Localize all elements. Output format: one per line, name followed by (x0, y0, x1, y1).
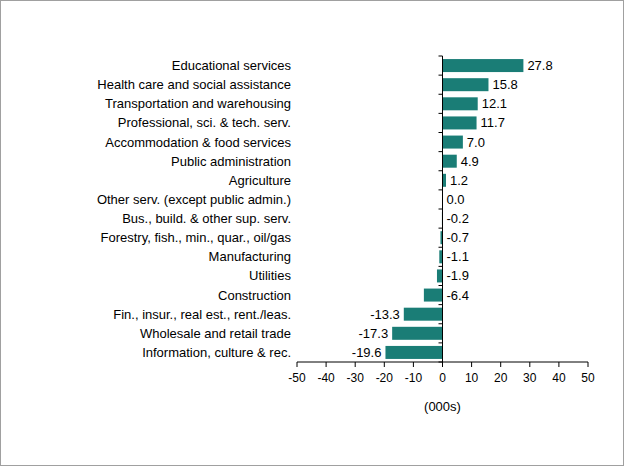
category-label: Accommodation & food services (105, 135, 291, 150)
bar (404, 308, 443, 321)
category-label: Forestry, fish., min., quar., oil/gas (101, 230, 292, 245)
x-tick (558, 362, 559, 367)
x-tick (355, 362, 356, 367)
x-tick (500, 362, 501, 367)
x-tick-label: -40 (317, 371, 335, 385)
bar (437, 269, 443, 282)
x-tick-label: -20 (376, 371, 394, 385)
bar (392, 327, 442, 340)
data-label: -1.1 (447, 249, 469, 264)
category-tick (439, 189, 443, 190)
data-label: -0.7 (447, 230, 469, 245)
category-tick (439, 113, 443, 114)
bar (443, 155, 457, 168)
category-tick (439, 247, 443, 248)
data-label: -13.3 (370, 307, 400, 322)
category-label: Other serv. (except public admin.) (97, 192, 291, 207)
bar (424, 289, 443, 302)
data-label: -19.6 (352, 345, 382, 360)
x-tick (442, 362, 443, 367)
x-tick-label: -50 (288, 371, 306, 385)
category-label: Bus., build. & other sup. serv. (122, 211, 291, 226)
data-label: 4.9 (461, 154, 479, 169)
category-tick (439, 342, 443, 343)
data-label: -17.3 (359, 326, 389, 341)
category-label: Utilities (249, 268, 291, 283)
category-tick (439, 151, 443, 152)
x-tick-label: 10 (465, 371, 479, 385)
x-tick-label: 50 (581, 371, 595, 385)
x-tick-label: -10 (405, 371, 423, 385)
category-label: Manufacturing (209, 249, 291, 264)
bars (385, 59, 523, 359)
category-label: Health care and social assistance (97, 77, 291, 92)
category-label: Construction (218, 288, 291, 303)
bar (443, 136, 463, 149)
category-tick (439, 228, 443, 229)
x-tick (413, 362, 414, 367)
x-tick-label: 40 (552, 371, 566, 385)
bar (385, 346, 442, 359)
bar (443, 78, 489, 91)
category-label: Transportation and warehousing (105, 96, 291, 111)
x-tick (326, 362, 327, 367)
category-label: Public administration (171, 154, 291, 169)
category-label: Wholesale and retail trade (140, 326, 291, 341)
category-label: Educational services (172, 58, 292, 73)
category-label: Information, culture & rec. (142, 345, 291, 360)
data-label: -6.4 (447, 288, 469, 303)
x-tick-label: 30 (523, 371, 537, 385)
data-label: 12.1 (482, 96, 507, 111)
data-label: 27.8 (527, 58, 552, 73)
category-tick (439, 94, 443, 95)
data-label: 11.7 (481, 115, 505, 130)
category-tick (439, 132, 443, 133)
frame (1, 1, 624, 466)
data-label: 15.8 (492, 77, 517, 92)
x-tick (384, 362, 385, 367)
x-tick (529, 362, 530, 367)
bar (443, 116, 477, 129)
x-tick (588, 362, 589, 367)
bar (443, 97, 478, 110)
x-tick (471, 362, 472, 367)
category-tick (439, 266, 443, 267)
category-tick (439, 56, 443, 57)
chart: Educational services Health care and soci… (0, 0, 624, 466)
x-tick-label: 0 (439, 371, 446, 385)
x-tick-label: 20 (494, 371, 508, 385)
data-label: 0.0 (447, 192, 465, 207)
category-tick (439, 209, 443, 210)
data-label: 7.0 (467, 135, 485, 150)
category-tick (439, 75, 443, 76)
category-label: Professional, sci. & tech. serv. (118, 115, 291, 130)
category-tick (439, 285, 443, 286)
bar (443, 59, 524, 72)
category-tick (439, 170, 443, 171)
category-tick (439, 323, 443, 324)
data-label: -1.9 (447, 268, 469, 283)
bar (443, 174, 446, 187)
category-label: Agriculture (229, 173, 291, 188)
category-tick (439, 304, 443, 305)
x-axis-label: (000s) (424, 399, 461, 414)
data-label: -0.2 (447, 211, 469, 226)
data-label: 1.2 (450, 173, 468, 188)
x-tick (297, 362, 298, 367)
category-label: Fin., insur., real est., rent./leas. (113, 307, 291, 322)
x-tick-label: -30 (347, 371, 365, 385)
